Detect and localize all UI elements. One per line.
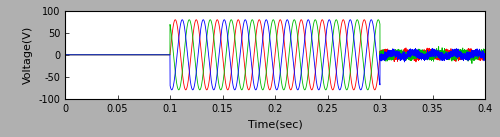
Y-axis label: Voltage(V): Voltage(V) [22,26,32,84]
X-axis label: Time(sec): Time(sec) [248,119,302,129]
